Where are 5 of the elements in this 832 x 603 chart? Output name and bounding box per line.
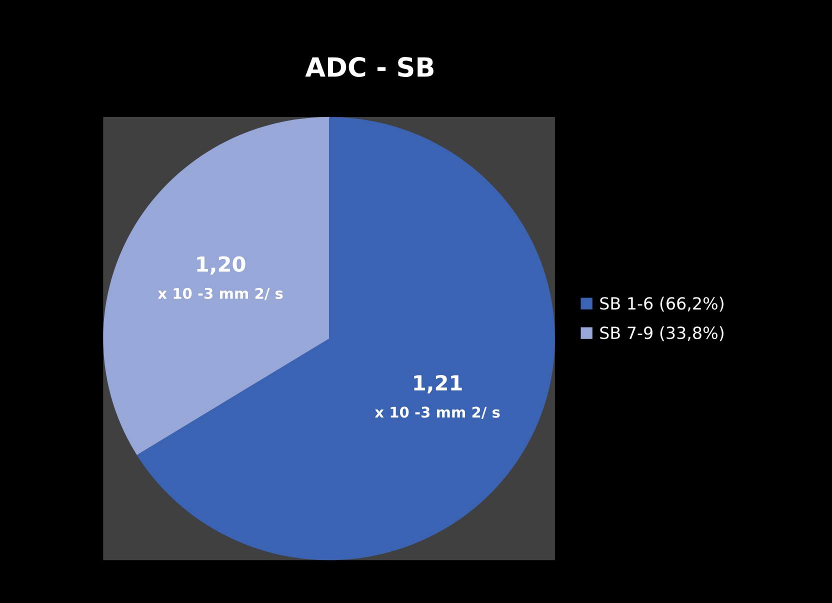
- chart-title: ADC - SB: [305, 57, 434, 77]
- text: 1,20 x 10 -3 mm 2/ s: [158, 256, 283, 300]
- legend-label: SB 7-9 (33,8%): [600, 326, 724, 342]
- text: 1,21 x 10 -3 mm 2/ s: [374, 374, 500, 419]
- legend-label: SB 1-6 (66,2%): [600, 296, 724, 312]
